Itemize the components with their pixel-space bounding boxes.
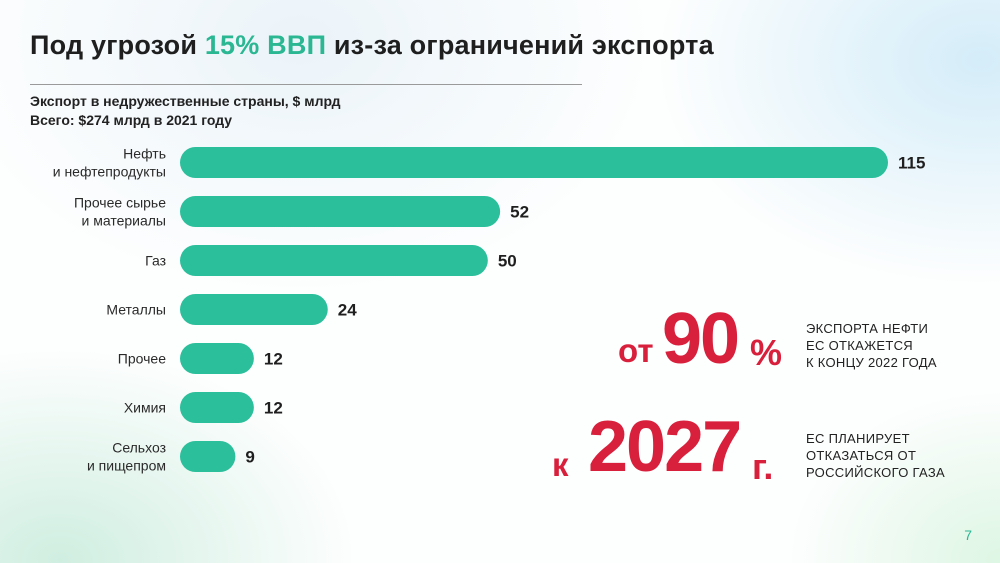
gas-callout-line-1: ЕС ПЛАНИРУЕТ: [806, 431, 910, 446]
bar-6: [180, 441, 236, 472]
category-label-0: Нефть и нефтепродукты: [53, 146, 166, 180]
category-label-4: Прочее: [118, 351, 166, 367]
subtitle-line-2: Всего: $274 млрд в 2021 году: [30, 112, 233, 128]
oil-callout-suffix: %: [750, 332, 783, 373]
category-label-5: Химия: [124, 400, 166, 416]
title-suffix: из-за ограничений экспорта: [326, 30, 714, 60]
bar-1: [180, 196, 501, 227]
oil-callout: от 90 % ЭКСПОРТА НЕФТИ ЕС ОТКАЖЕТСЯ К КО…: [618, 299, 978, 382]
bar-0: [180, 147, 888, 178]
title-accent: 15% ВВП: [204, 30, 327, 60]
title-prefix: Под угрозой: [30, 30, 205, 60]
title-divider: [30, 84, 582, 85]
page-title: Под угрозой 15% ВВП из-за ограничений эк…: [30, 30, 714, 61]
chart-subtitle: Экспорт в недружественные страны, $ млрд…: [30, 92, 341, 130]
category-label-2: Газ: [145, 253, 166, 269]
bar-value-label-3: 24: [338, 301, 357, 320]
page-number: 7: [964, 527, 972, 543]
bar-value-label-4: 12: [264, 350, 283, 369]
category-label-6: Сельхоз и пищепром: [87, 440, 166, 474]
gas-callout-prefix: к: [552, 446, 569, 483]
bar-value-label-0: 115: [898, 154, 925, 173]
gas-callout-suffix: г.: [752, 446, 774, 487]
bar-5: [180, 392, 254, 423]
bar-value-label-5: 12: [264, 399, 283, 418]
bar-value-label-2: 50: [498, 252, 517, 271]
bar-value-label-6: 9: [245, 448, 254, 467]
subtitle-line-1: Экспорт в недружественные страны, $ млрд: [30, 93, 341, 109]
gas-callout-number: 2027: [588, 407, 742, 487]
bar-value-label-1: 52: [510, 203, 529, 222]
gas-callout-line-3: РОССИЙСКОГО ГАЗА: [806, 465, 945, 480]
oil-callout-text: ЭКСПОРТА НЕФТИ ЕС ОТКАЖЕТСЯ К КОНЦУ 2022…: [806, 320, 937, 371]
gas-callout-text: ЕС ПЛАНИРУЕТ ОТКАЗАТЬСЯ ОТ РОССИЙСКОГО Г…: [806, 430, 945, 481]
gas-callout: к 2027 г. ЕС ПЛАНИРУЕТ ОТКАЗАТЬСЯ ОТ РОС…: [552, 407, 982, 498]
oil-callout-line-2: ЕС ОТКАЖЕТСЯ: [806, 338, 913, 353]
category-label-1: Прочее сырье и материалы: [74, 195, 166, 229]
oil-callout-prefix: от: [618, 332, 654, 369]
oil-callout-line-1: ЭКСПОРТА НЕФТИ: [806, 321, 929, 336]
oil-callout-line-3: К КОНЦУ 2022 ГОДА: [806, 355, 937, 370]
oil-callout-number: 90: [662, 299, 740, 379]
category-label-3: Металлы: [106, 302, 166, 318]
bar-3: [180, 294, 328, 325]
gas-callout-line-2: ОТКАЗАТЬСЯ ОТ: [806, 448, 917, 463]
bar-2: [180, 245, 488, 276]
bar-4: [180, 343, 254, 374]
